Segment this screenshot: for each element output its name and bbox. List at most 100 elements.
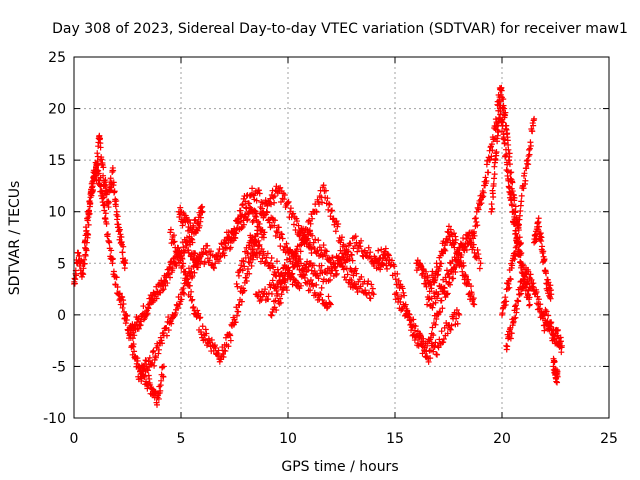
data-point <box>377 266 384 273</box>
data-point <box>238 262 245 269</box>
y-tick-labels: -10 -5 0 5 10 15 20 25 <box>43 50 66 427</box>
data-point <box>197 214 204 221</box>
data-point <box>440 339 447 346</box>
data-point <box>190 262 197 269</box>
data-point <box>320 182 327 189</box>
data-point <box>227 332 234 339</box>
data-point <box>508 191 515 198</box>
y-axis-label: SDTVAR / TECUs <box>7 181 23 296</box>
data-point <box>303 236 310 243</box>
data-point <box>306 241 313 248</box>
data-point <box>157 387 164 394</box>
data-point <box>160 373 167 380</box>
data-point <box>499 116 506 123</box>
data-point <box>283 256 290 263</box>
data-point <box>387 262 394 269</box>
data-point <box>170 232 177 239</box>
x-tick-label: 0 <box>70 431 79 447</box>
data-point <box>344 271 351 278</box>
data-point <box>273 307 280 314</box>
data-point <box>102 215 109 222</box>
data-point <box>254 227 261 234</box>
data-point <box>441 285 448 292</box>
data-point <box>233 312 240 319</box>
y-tick-label: -5 <box>52 359 66 375</box>
data-point <box>239 267 246 274</box>
data-point <box>332 263 339 270</box>
data-point <box>442 247 449 254</box>
data-point <box>245 258 252 265</box>
data-point <box>535 215 542 222</box>
data-point <box>453 315 460 322</box>
data-point <box>307 276 314 283</box>
data-point <box>221 252 228 259</box>
data-point <box>538 234 545 241</box>
data-point <box>278 231 285 238</box>
data-point <box>553 378 560 385</box>
data-point <box>340 266 347 273</box>
data-point <box>537 301 544 308</box>
data-point <box>96 182 103 189</box>
data-point <box>181 290 188 297</box>
data-point <box>297 282 304 289</box>
data-point <box>414 340 421 347</box>
data-point <box>427 355 434 362</box>
data-point <box>196 222 203 229</box>
data-point <box>448 322 455 329</box>
data-point <box>281 192 288 199</box>
data-point <box>345 248 352 255</box>
data-point <box>157 334 164 341</box>
data-point <box>443 291 450 298</box>
data-point <box>179 263 186 270</box>
data-point <box>335 220 342 227</box>
data-point <box>443 278 450 285</box>
data-point <box>425 296 432 303</box>
data-point <box>460 262 467 269</box>
data-point <box>322 187 329 194</box>
y-tick-label: -10 <box>43 411 66 427</box>
data-point <box>500 96 507 103</box>
data-point <box>262 286 269 293</box>
data-point <box>226 233 233 240</box>
data-point <box>325 200 332 207</box>
data-point <box>244 217 251 224</box>
data-point <box>447 326 454 333</box>
data-point <box>300 232 307 239</box>
data-point <box>265 290 272 297</box>
data-point <box>310 262 317 269</box>
data-point <box>269 308 276 315</box>
data-point <box>113 274 120 281</box>
data-point <box>278 291 285 298</box>
data-point <box>478 200 485 207</box>
data-point <box>188 288 195 295</box>
data-point <box>121 265 128 272</box>
data-point <box>295 222 302 229</box>
data-point <box>217 254 224 261</box>
data-point <box>432 339 439 346</box>
series-arc11 <box>267 182 360 319</box>
data-point <box>319 199 326 206</box>
data-point <box>468 291 475 298</box>
data-point <box>297 248 304 255</box>
data-point <box>437 308 444 315</box>
data-point <box>517 290 524 297</box>
data-point <box>400 289 407 296</box>
data-point <box>508 169 515 176</box>
data-point <box>105 198 112 205</box>
data-point <box>369 285 376 292</box>
data-point <box>296 256 303 263</box>
data-point <box>503 151 510 158</box>
data-point <box>272 297 279 304</box>
data-point <box>331 221 338 228</box>
data-point <box>508 330 515 337</box>
data-point <box>294 218 301 225</box>
data-point <box>482 174 489 181</box>
data-point <box>333 270 340 277</box>
data-point <box>507 276 514 283</box>
data-point <box>120 308 127 315</box>
data-point <box>548 291 555 298</box>
data-point <box>435 344 442 351</box>
data-point <box>327 276 334 283</box>
data-point <box>509 179 516 186</box>
data-points <box>71 84 565 408</box>
